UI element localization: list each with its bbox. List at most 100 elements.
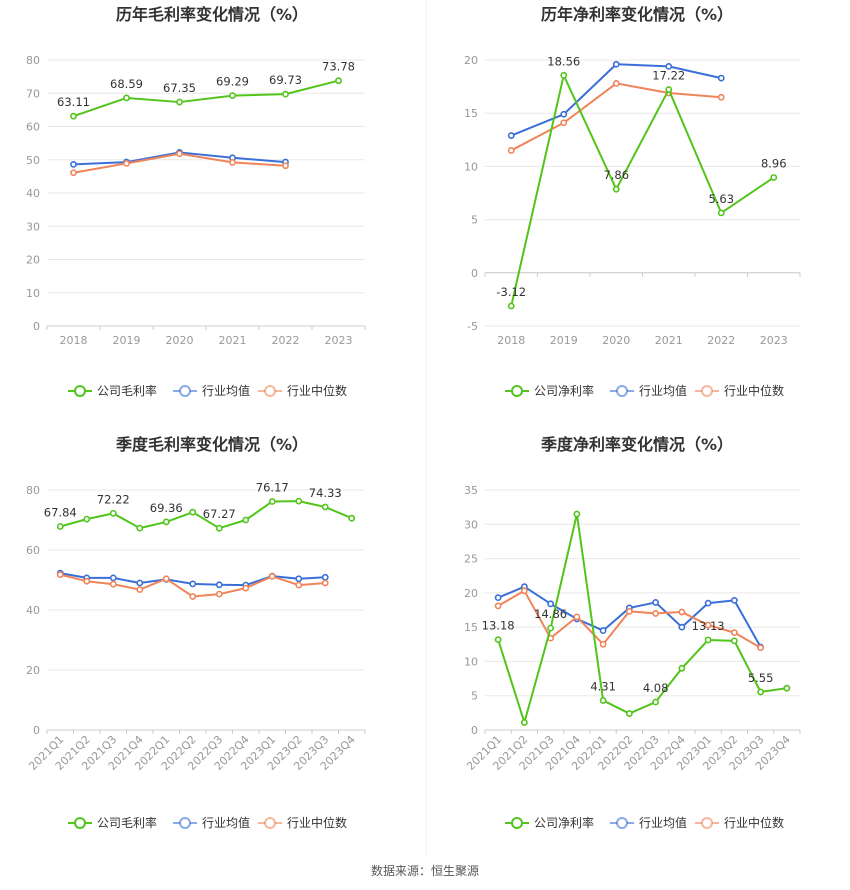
data-point-company <box>189 508 197 516</box>
data-point-company <box>56 523 64 530</box>
y-tick-label: 20 <box>464 54 478 67</box>
data-point-company <box>678 664 686 672</box>
data-point-avg <box>507 132 515 139</box>
y-tick-label: 20 <box>464 587 478 600</box>
data-point-median <box>189 593 197 600</box>
legend-marker-avg <box>179 817 191 829</box>
data-point-company <box>665 86 673 93</box>
chart-svg: 季度净利率变化情况（%）051015202530352021Q12021Q220… <box>464 435 801 830</box>
y-tick-label: 30 <box>464 518 478 531</box>
legend-marker-avg <box>179 385 191 397</box>
data-point-median <box>520 587 528 595</box>
data-point-median <box>268 572 276 580</box>
chart-svg: 历年净利率变化情况（%） -5 0 5 10 15 20 2018 2019 2020 2021 20… <box>464 5 801 398</box>
data-point-avg <box>678 623 686 631</box>
y-tick-label: 5 <box>471 214 478 227</box>
legend-marker-median <box>701 817 713 829</box>
series-line-company <box>59 500 353 530</box>
data-point-company <box>770 174 778 181</box>
legend-label-median: 行业中位数 <box>287 815 347 830</box>
data-point-median <box>83 577 91 585</box>
data-point-median <box>573 613 581 621</box>
chart-title: 季度毛利率变化情况（%） <box>115 435 308 454</box>
legend-marker-company <box>511 385 523 397</box>
data-point-company <box>321 503 329 511</box>
data-point-median <box>560 119 568 127</box>
legend-marker-company <box>511 817 523 829</box>
data-point-avg <box>136 579 144 587</box>
data-point-company <box>599 697 607 704</box>
data-point-company <box>547 624 555 632</box>
y-tick-label: 80 <box>26 54 40 67</box>
y-tick-label: 40 <box>26 187 40 200</box>
data-point-avg <box>321 573 329 581</box>
y-tick-label: 15 <box>464 107 478 120</box>
y-tick-label: 20 <box>26 254 40 267</box>
data-label: 74.33 <box>309 486 342 500</box>
data-point-median <box>625 607 633 615</box>
data-point-avg <box>704 599 712 607</box>
data-point-avg <box>717 74 725 82</box>
legend-label-median: 行业中位数 <box>724 815 784 830</box>
y-tick-label: 0 <box>33 724 40 737</box>
annual-gross-margin-chart: 历年毛利率变化情况（%） 0 10 20 30 40 50 60 70 80 2018 2019 202… <box>0 0 425 432</box>
y-tick-label: 10 <box>464 160 478 173</box>
data-point-company <box>783 684 791 692</box>
y-tick-label: 35 <box>464 484 478 497</box>
data-point-company <box>730 637 738 645</box>
legend-marker-median <box>264 385 276 397</box>
data-point-company <box>268 498 276 505</box>
data-point-median <box>757 644 765 652</box>
data-point-median <box>295 581 303 589</box>
data-point-median <box>612 80 620 87</box>
data-point-median <box>242 584 250 592</box>
y-tick-label: 0 <box>471 267 478 280</box>
data-point-company <box>335 77 342 85</box>
data-label: 14.86 <box>534 607 567 621</box>
annual-net-margin-chart: 历年净利率变化情况（%） -5 0 5 10 15 20 2018 2019 2020 2021 20… <box>425 0 850 432</box>
data-point-median <box>109 580 117 588</box>
data-point-company <box>109 509 117 517</box>
data-label: 13.18 <box>482 619 515 633</box>
legend-label-avg: 行业均值 <box>202 383 250 398</box>
data-label: 7.86 <box>603 168 629 182</box>
data-point-median <box>215 590 223 598</box>
data-point-median <box>176 150 183 158</box>
y-tick-label: 5 <box>471 690 478 703</box>
y-tick-label: 50 <box>26 154 40 167</box>
legend-label-avg: 行业均值 <box>202 815 250 830</box>
data-label: 63.11 <box>57 95 90 109</box>
y-tick-label: 20 <box>26 664 40 677</box>
data-point-median <box>704 621 712 629</box>
y-tick-label: 60 <box>26 121 40 134</box>
y-tick-label: 80 <box>26 484 40 497</box>
data-point-avg <box>189 580 197 588</box>
data-point-avg <box>560 110 568 118</box>
data-point-avg <box>599 627 607 634</box>
data-label: 13.13 <box>692 619 725 633</box>
data-point-company <box>162 518 170 526</box>
series-line-company <box>73 79 339 118</box>
data-point-company <box>573 510 581 518</box>
legend-label-avg: 行业均值 <box>639 815 687 830</box>
data-point-median <box>321 579 329 587</box>
legend-marker-median <box>264 817 276 829</box>
data-label: 76.17 <box>256 480 289 494</box>
data-point-company <box>282 90 289 98</box>
data-point-company <box>295 497 303 505</box>
y-tick-label: -5 <box>467 320 478 333</box>
data-label: 73.78 <box>322 60 355 74</box>
quarterly-net-margin-chart: 季度净利率变化情况（%） 0 5 10 15 20 25 30 35 2021Q1 2021Q2 20… <box>425 430 850 862</box>
data-point-company <box>560 71 568 79</box>
data-point-company <box>123 94 130 102</box>
data-label: 5.55 <box>748 671 774 685</box>
data-point-median <box>507 147 515 154</box>
legend-label-company: 公司净利率 <box>534 815 594 830</box>
data-point-avg <box>612 60 620 68</box>
data-point-median <box>162 575 170 583</box>
data-point-avg <box>547 600 555 608</box>
data-label: -3.12 <box>496 285 526 299</box>
legend-marker-avg <box>616 817 628 829</box>
data-label: 67.35 <box>163 81 196 95</box>
data-point-median <box>282 162 289 170</box>
